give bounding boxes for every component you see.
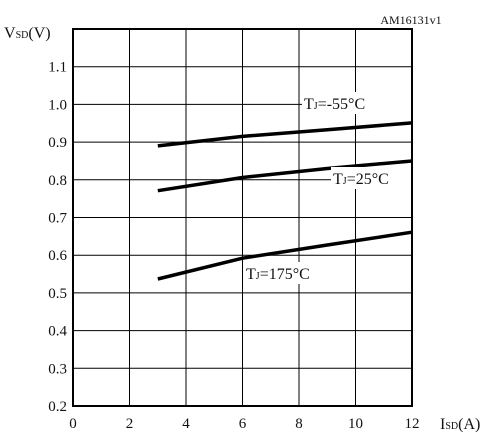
curve-label-rest: =25°C [347, 171, 389, 188]
y-axis-title-sub: SD [16, 30, 29, 41]
y-tick-label: 0.5 [48, 286, 67, 302]
curve-label-sub: J [314, 101, 318, 112]
x-tick-label: 2 [126, 416, 134, 432]
y-tick-label: 0.7 [48, 211, 67, 227]
x-tick-label: 10 [348, 416, 363, 432]
y-tick-label: 0.4 [48, 324, 67, 340]
y-tick-label: 0.9 [48, 135, 67, 151]
curve-label-background [244, 262, 355, 284]
x-axis-title-main: I [440, 416, 445, 432]
y-tick-label: 1.0 [48, 97, 67, 113]
x-axis-title-unit: (A) [458, 416, 480, 432]
curve-labels: TJ=-55°CTJ=25°CTJ=175°C [244, 92, 414, 284]
plot-frame [72, 28, 413, 407]
curve-label-0: TJ=-55°C [304, 96, 365, 113]
curve-label-2: TJ=175°C [246, 266, 310, 283]
series-line-1 [157, 159, 413, 193]
curve-label-1: TJ=25°C [333, 171, 389, 188]
curve-label-background [331, 167, 413, 189]
x-tick-label: 6 [239, 416, 247, 432]
x-tick-label: 12 [405, 416, 420, 432]
figure-code-label: AM16131v1 [380, 13, 441, 27]
grid [73, 29, 412, 406]
y-tick-label: 1.1 [48, 60, 67, 76]
y-tick-labels: 0.2 0.3 0.4 0.5 0.6 0.7 0.8 0.9 1.0 1.1 [48, 60, 67, 415]
y-tick-label: 0.8 [48, 173, 67, 189]
x-tick-labels: 0 2 4 6 8 10 12 [69, 416, 419, 432]
x-tick-label: 0 [69, 416, 77, 432]
x-axis-title-sub: SD [445, 421, 458, 432]
y-axis-title: VSD(V) [4, 25, 51, 42]
series-line-0 [157, 121, 413, 148]
curve-label-sub: J [256, 271, 260, 282]
curve-label-rest: =-55°C [318, 96, 365, 113]
curve-label-background [302, 92, 414, 114]
y-axis-title-unit: (V) [28, 25, 50, 42]
curve-label-sub: J [343, 176, 347, 187]
curve-label-main: T [333, 171, 343, 188]
y-tick-label: 0.2 [48, 399, 67, 415]
y-axis-title-main: V [4, 25, 16, 42]
series-line-2 [157, 230, 413, 281]
x-tick-label: 4 [182, 416, 190, 432]
y-tick-label: 0.3 [48, 361, 67, 377]
curve-label-main: T [304, 96, 314, 113]
curve-label-rest: =175°C [260, 266, 310, 283]
x-tick-label: 8 [295, 416, 303, 432]
curves [157, 121, 413, 281]
x-axis-title: ISD(A) [440, 416, 480, 432]
curve-label-main: T [246, 266, 256, 283]
y-tick-label: 0.6 [48, 248, 67, 264]
